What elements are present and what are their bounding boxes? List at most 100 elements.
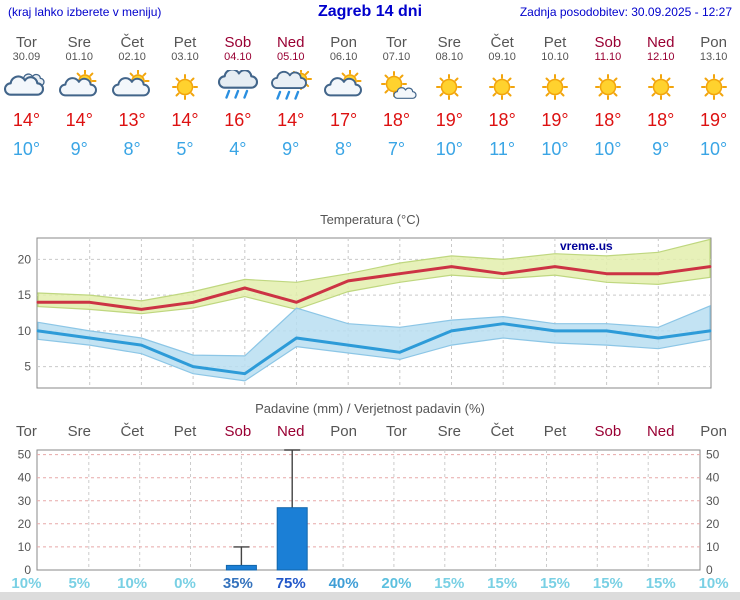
day-column[interactable]: Tor 07.10 18° 7° (370, 30, 423, 160)
sunny-icon (476, 70, 529, 104)
svg-text:5: 5 (24, 360, 31, 374)
day-min-temp: 7° (387, 139, 406, 159)
day-min-temp: 9° (282, 139, 300, 159)
day-date: 01.10 (65, 51, 94, 63)
temperature-chart-title: Temperatura (°C) (320, 212, 420, 227)
precip-day-label: Čet (490, 423, 514, 440)
precip-day-label: Ned (646, 423, 675, 440)
day-column[interactable]: Pon 13.10 19° 10° (687, 30, 740, 160)
svg-text:40: 40 (18, 471, 32, 485)
day-date: 02.10 (118, 51, 146, 63)
day-column[interactable]: Sre 01.10 14° 9° (53, 30, 106, 160)
day-name: Sre (67, 34, 91, 51)
day-max-temp: 17° (329, 110, 358, 130)
day-date: 09.10 (488, 51, 516, 63)
precip-probability-value: 15% (434, 575, 465, 592)
day-min-temp: 5° (176, 139, 194, 159)
day-date: 03.10 (171, 51, 199, 63)
rain-icon (211, 68, 264, 104)
day-name: Čet (120, 34, 144, 51)
day-column[interactable]: Ned 05.10 14° 9° (264, 30, 317, 160)
day-max-temp: 14° (12, 110, 41, 130)
day-column[interactable]: Sob 04.10 16° 4° (211, 30, 264, 160)
partly-cloudy-icon (53, 69, 106, 104)
precip-probability-value: 5% (68, 575, 91, 592)
precip-probability-value: 15% (592, 575, 623, 592)
day-max-temp: 14° (277, 110, 305, 130)
day-max-temp: 14° (65, 110, 93, 130)
svg-text:10: 10 (18, 324, 32, 338)
day-min-temp: 8° (123, 139, 141, 159)
day-column[interactable]: Ned 12.10 18° 9° (634, 30, 687, 160)
precip-probability-value: 15% (487, 575, 518, 592)
day-column[interactable]: Tor 30.09 14° 10° (0, 30, 53, 160)
svg-text:40: 40 (706, 471, 720, 485)
day-column[interactable]: Sob 11.10 18° 10° (581, 30, 634, 160)
day-min-temp: 9° (70, 139, 88, 159)
precipitation-probability-row: 10% 5% 10% 0% 35% 75% 40% 20% 15% 15% 15% 15% 15% 10% (0, 575, 740, 592)
precip-probability-value: 10% (698, 575, 729, 592)
precip-day-label: Sre (67, 423, 91, 440)
day-min-temp: 10° (699, 139, 728, 159)
temperature-chart: 5 10 15 20 vreme.us (18, 237, 712, 389)
svg-text:0: 0 (24, 563, 31, 577)
precip-probability-value: 35% (222, 575, 253, 592)
svg-text:20: 20 (706, 517, 720, 531)
precip-day-label: Pet (543, 423, 567, 440)
day-date: 04.10 (224, 51, 252, 63)
day-column[interactable]: Pet 10.10 19° 10° (529, 30, 582, 160)
day-max-temp: 16° (224, 110, 252, 130)
precip-probability-value: 40% (328, 575, 359, 592)
day-name: Tor (386, 34, 407, 51)
precip-probability-value: 0% (174, 575, 196, 592)
sunny-icon (529, 70, 582, 104)
precip-day-label: Pet (173, 423, 197, 440)
day-date: 11.10 (594, 51, 622, 63)
day-min-temp: 4° (229, 139, 247, 159)
page-title: Zagreb 14 dni (317, 3, 423, 20)
day-max-temp: 19° (541, 110, 569, 130)
day-column[interactable]: Čet 02.10 13° 8° (106, 30, 159, 160)
day-min-temp: 9° (652, 139, 670, 159)
precip-day-label: Pon (330, 423, 357, 440)
sunny-icon (687, 70, 740, 104)
day-date: 08.10 (435, 51, 464, 63)
location-hint: (kraj lahko izberete v meniju) (8, 5, 162, 19)
precip-probability-value: 10% (117, 575, 148, 592)
precip-probability-value: 75% (275, 575, 306, 592)
day-max-temp: 18° (647, 110, 675, 130)
day-max-temp: 18° (594, 110, 622, 130)
last-updated: Zadnja posodobitev: 30.09.2025 - 12:27 (519, 5, 732, 19)
day-min-temp: 10° (435, 139, 463, 159)
partly-cloudy-icon (317, 69, 370, 104)
day-name: Pet (543, 34, 567, 51)
day-date: 07.10 (382, 51, 411, 63)
day-max-temp: 19° (435, 110, 463, 130)
day-name: Sob (594, 34, 622, 51)
svg-text:vreme.us: vreme.us (560, 239, 613, 253)
sunny-icon (634, 70, 687, 104)
cloudy-icon (0, 70, 53, 104)
day-max-temp: 13° (118, 110, 146, 130)
day-name: Pon (330, 34, 357, 51)
day-min-temp: 10° (12, 139, 41, 159)
svg-text:50: 50 (18, 448, 32, 462)
precip-probability-value: 15% (645, 575, 676, 592)
precipitation-chart: 0 0 10 10 20 20 30 30 40 40 50 50 (18, 448, 720, 577)
day-column[interactable]: Sre 08.10 19° 10° (423, 30, 476, 160)
day-name: Pon (700, 34, 727, 51)
day-name: Ned (646, 34, 675, 51)
day-column[interactable]: Pet 03.10 14° 5° (159, 30, 212, 160)
day-column[interactable]: Čet 09.10 18° 11° (476, 30, 529, 160)
precip-day-label: Ned (276, 423, 305, 440)
precip-day-label: Sre (437, 423, 461, 440)
precipitation-chart-title: Padavine (mm) / Verjetnost padavin (%) (255, 401, 485, 416)
day-column[interactable]: Pon 06.10 17° 8° (317, 30, 370, 160)
precip-day-label: Tor (16, 423, 37, 440)
precipitation-day-labels: Tor Sre Čet Pet Sob Ned Pon Tor Sre Čet Pet Sob Ned P… (0, 423, 740, 440)
precip-day-label: Čet (120, 423, 144, 440)
day-date: 05.10 (276, 51, 305, 63)
svg-text:20: 20 (18, 517, 32, 531)
sunny-icon (423, 70, 476, 104)
precip-probability-value: 10% (11, 575, 42, 592)
